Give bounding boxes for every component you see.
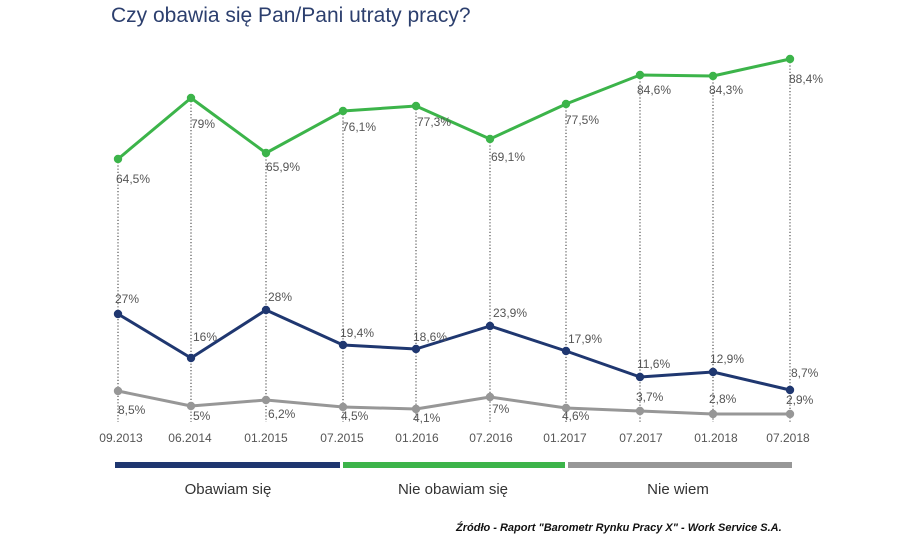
data-point <box>261 305 271 315</box>
data-label: 6,2% <box>268 407 296 421</box>
data-label: 2,8% <box>709 392 737 406</box>
data-point <box>561 403 571 413</box>
data-label: 7% <box>492 402 510 416</box>
x-axis-ticks: 09.2013 06.2014 01.2015 07.2015 01.2016 07.20… <box>99 431 810 445</box>
legend-swatch-obawiam <box>115 462 340 468</box>
data-point <box>338 402 348 412</box>
data-label: 8,5% <box>118 403 146 417</box>
data-point <box>561 346 571 356</box>
series-layer: 64,5% 79% 65,9% 76,1% 77,3% 69,1% 77,5% 84,6% 84… <box>113 54 823 425</box>
data-point <box>113 309 123 319</box>
data-point <box>338 340 348 350</box>
x-tick-label: 01.2015 <box>244 431 288 445</box>
legend-label-nie_wiem: Nie wiem <box>647 481 709 498</box>
data-label: 23,9% <box>493 306 527 320</box>
data-label: 77,5% <box>565 113 599 127</box>
data-label: 11,6% <box>637 357 670 371</box>
source-note: Źródło - Raport "Barometr Rynku Pracy X"… <box>456 522 782 534</box>
data-point <box>485 134 495 144</box>
data-label: 3,7% <box>636 390 664 404</box>
legend-label-obawiam: Obawiam się <box>185 481 272 498</box>
data-label: 84,6% <box>637 83 671 97</box>
data-label: 4,5% <box>341 409 369 423</box>
data-label: 84,3% <box>709 83 743 97</box>
data-point <box>411 101 421 111</box>
data-label: 12,9% <box>710 352 744 366</box>
data-point <box>186 93 196 103</box>
x-tick-label: 07.2017 <box>619 431 663 445</box>
data-point <box>785 54 795 64</box>
data-point <box>708 71 718 81</box>
data-label: 27% <box>115 292 139 306</box>
x-tick-label: 06.2014 <box>168 431 212 445</box>
series-line-nie_wiem <box>117 389 790 416</box>
data-point <box>186 401 196 411</box>
legend-label-nie_obawiam: Nie obawiam się <box>398 481 508 498</box>
data-label: 64,5% <box>116 172 150 186</box>
legend-swatch-nie_wiem <box>568 462 792 468</box>
data-label: 79% <box>191 117 215 131</box>
data-label: 18,6% <box>413 330 447 344</box>
data-point <box>411 344 421 354</box>
data-point <box>485 321 495 331</box>
x-tick-label: 07.2018 <box>766 431 810 445</box>
data-point <box>113 154 123 164</box>
data-label: 77,3% <box>417 115 451 129</box>
data-point <box>635 406 645 416</box>
chart-title: Czy obawia się Pan/Pani utraty pracy? <box>111 4 471 27</box>
data-point <box>261 395 271 405</box>
data-label: 5% <box>193 409 211 423</box>
x-tick-label: 07.2016 <box>469 431 513 445</box>
series-line-obawiam <box>117 308 791 392</box>
x-tick-label: 09.2013 <box>99 431 143 445</box>
x-tick-label: 01.2017 <box>543 431 587 445</box>
data-label: 16% <box>193 330 217 344</box>
data-point <box>261 148 271 158</box>
data-point <box>411 404 421 414</box>
legend-swatch-nie_obawiam <box>343 462 565 468</box>
legend: Obawiam się Nie obawiam się Nie wiem <box>115 462 792 498</box>
series-obawiam: 27% 16% 28% 19,4% 18,6% 23,9% 17,9% 11,6% 12,9% 8… <box>113 290 819 395</box>
data-point <box>186 353 196 363</box>
x-tick-label: 07.2015 <box>320 431 364 445</box>
series-line-nie_obawiam <box>117 57 791 161</box>
data-point <box>485 392 495 402</box>
data-point <box>785 385 795 395</box>
data-label: 28% <box>268 290 292 304</box>
series-nie_obawiam: 64,5% 79% 65,9% 76,1% 77,3% 69,1% 77,5% 84,6% 84… <box>113 54 823 186</box>
data-point <box>635 372 645 382</box>
data-label: 2,9% <box>786 393 814 407</box>
x-tick-label: 01.2016 <box>395 431 439 445</box>
data-label: 76,1% <box>342 120 376 134</box>
data-point <box>113 386 123 396</box>
data-point <box>708 409 718 419</box>
data-label: 69,1% <box>491 150 525 164</box>
data-label: 4,6% <box>562 409 590 423</box>
vertical-gridlines <box>117 59 791 422</box>
data-label: 88,4% <box>789 72 823 86</box>
data-point <box>785 409 795 419</box>
data-point <box>561 99 571 109</box>
data-label: 17,9% <box>568 332 602 346</box>
data-point <box>708 367 718 377</box>
data-label: 4,1% <box>413 411 441 425</box>
data-label: 65,9% <box>266 160 300 174</box>
data-point <box>338 106 348 116</box>
data-label: 8,7% <box>791 366 819 380</box>
series-nie_wiem: 8,5% 5% 6,2% 4,5% 4,1% 7% 4,6% 3,7% 2,8% 2,9% <box>113 386 814 425</box>
data-point <box>635 70 645 80</box>
data-label: 19,4% <box>340 326 374 340</box>
x-tick-label: 01.2018 <box>694 431 738 445</box>
